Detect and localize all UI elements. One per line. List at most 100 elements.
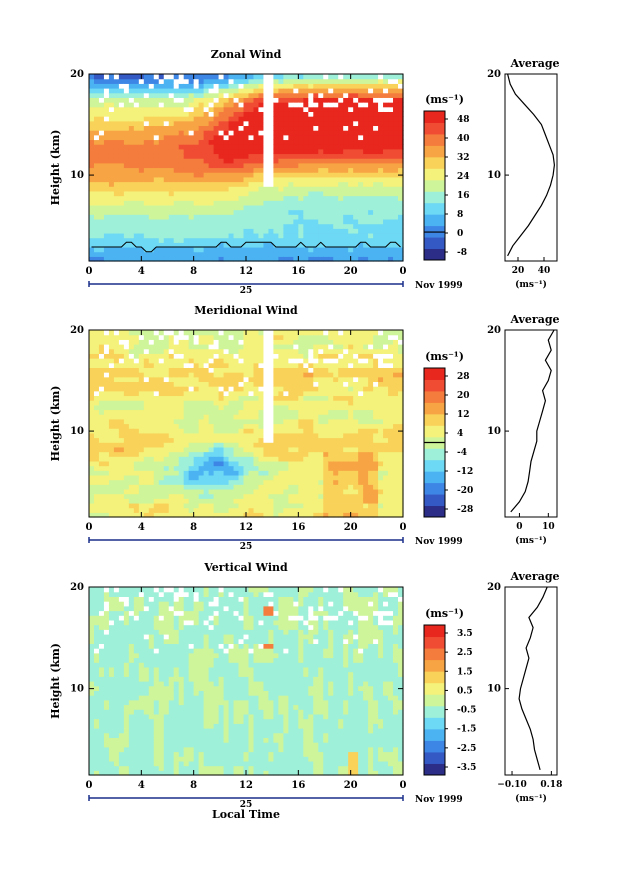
heatmap-cell — [133, 344, 140, 350]
heatmap-cell — [323, 237, 329, 243]
heatmap-cell — [218, 479, 225, 485]
heatmap-cell — [173, 488, 180, 495]
heatmap-cell — [323, 195, 329, 201]
heatmap-cell — [243, 251, 250, 257]
heatmap-cell — [118, 372, 125, 378]
heatmap-cell — [293, 148, 299, 155]
heatmap-cell — [203, 423, 210, 429]
heatmap-cell — [138, 414, 145, 420]
heatmap-cell — [373, 139, 379, 145]
heatmap-cell — [173, 353, 180, 359]
heatmap-cell — [333, 484, 339, 490]
heatmap-cell — [313, 218, 319, 225]
heatmap-cell — [188, 148, 195, 155]
heatmap-cell — [303, 242, 309, 248]
heatmap-cell — [313, 488, 319, 495]
heatmap-cell — [118, 223, 125, 229]
heatmap-cell — [353, 484, 359, 490]
heatmap-cell — [123, 414, 130, 420]
heatmap-cell — [213, 442, 220, 448]
heatmap-cell — [173, 97, 180, 103]
heatmap-cell — [98, 167, 105, 173]
heatmap-cell — [263, 139, 270, 145]
heatmap-cell — [258, 460, 265, 467]
heatmap-cell — [398, 200, 404, 206]
heatmap-cell — [293, 102, 299, 108]
heatmap-cell — [338, 223, 344, 229]
heatmap-cell — [363, 442, 369, 448]
heatmap-cell — [258, 339, 265, 345]
heatmap-cell — [178, 246, 185, 253]
heatmap-cell — [383, 190, 389, 197]
heatmap-cell — [253, 120, 260, 127]
heatmap-cell — [278, 92, 284, 98]
heatmap-cell — [253, 83, 260, 89]
heatmap-cell — [333, 158, 339, 164]
heatmap-cell — [113, 228, 120, 234]
heatmap-cell — [298, 176, 304, 183]
heatmap-cell — [343, 162, 349, 169]
heatmap-cell — [288, 256, 294, 262]
heatmap-cell — [268, 158, 275, 164]
heatmap-cell — [178, 200, 185, 206]
heatmap-cell — [393, 92, 399, 98]
heatmap-cell — [288, 148, 294, 155]
heatmap-cell — [143, 344, 150, 350]
heatmap-cell — [178, 120, 185, 127]
heatmap-cell — [348, 78, 354, 84]
heatmap-cell — [273, 348, 279, 354]
heatmap-cell — [198, 446, 205, 453]
heatmap-cell — [268, 390, 275, 397]
heatmap-cell — [208, 92, 215, 98]
heatmap-cell — [353, 120, 359, 127]
heatmap-cell — [148, 460, 155, 467]
heatmap-cell — [113, 144, 120, 150]
heatmap-cell — [153, 232, 160, 239]
heatmap-cell — [248, 362, 255, 368]
heatmap-cell — [358, 167, 364, 173]
heatmap-cell — [278, 97, 284, 103]
heatmap-cell — [273, 395, 279, 401]
heatmap-cell — [198, 158, 205, 164]
heatmap-cell — [218, 200, 225, 206]
heatmap-cell — [258, 83, 265, 89]
heatmap-cell — [103, 102, 110, 108]
heatmap-cell — [363, 116, 369, 122]
heatmap-cell — [208, 214, 215, 220]
heatmap-cell — [393, 139, 399, 145]
heatmap-cell — [363, 409, 369, 415]
heatmap-cell — [288, 204, 294, 211]
heatmap-cell — [243, 428, 250, 434]
heatmap-cell — [293, 172, 299, 178]
heatmap-cell — [378, 409, 384, 415]
heatmap-cell — [223, 465, 230, 471]
heatmap-cell — [298, 186, 304, 192]
heatmap-cell — [208, 512, 215, 518]
heatmap-cell — [283, 390, 289, 397]
heatmap-cell — [308, 144, 314, 150]
heatmap-cell — [143, 88, 150, 94]
heatmap-cell — [253, 106, 260, 112]
heatmap-cell — [328, 376, 334, 383]
heatmap-cell — [318, 381, 324, 387]
heatmap-cell — [378, 200, 384, 206]
heatmap-field — [89, 330, 404, 518]
heatmap-cell — [373, 158, 379, 164]
heatmap-cell — [238, 88, 245, 94]
heatmap-cell — [233, 102, 240, 108]
heatmap-cell — [148, 246, 155, 253]
heatmap-cell — [288, 153, 294, 159]
heatmap-cell — [128, 386, 135, 392]
heatmap-cell — [248, 256, 255, 262]
heatmap-cell — [268, 88, 275, 94]
heatmap-cell — [178, 470, 185, 476]
heatmap-cell — [373, 362, 379, 368]
heatmap-cell — [233, 120, 240, 127]
heatmap-cell — [283, 372, 289, 378]
heatmap-cell — [203, 456, 210, 462]
heatmap-cell — [193, 228, 200, 234]
heatmap-cell — [258, 348, 265, 354]
heatmap-cell — [113, 423, 120, 429]
heatmap-cell — [89, 162, 95, 169]
heatmap-cell — [123, 116, 130, 122]
